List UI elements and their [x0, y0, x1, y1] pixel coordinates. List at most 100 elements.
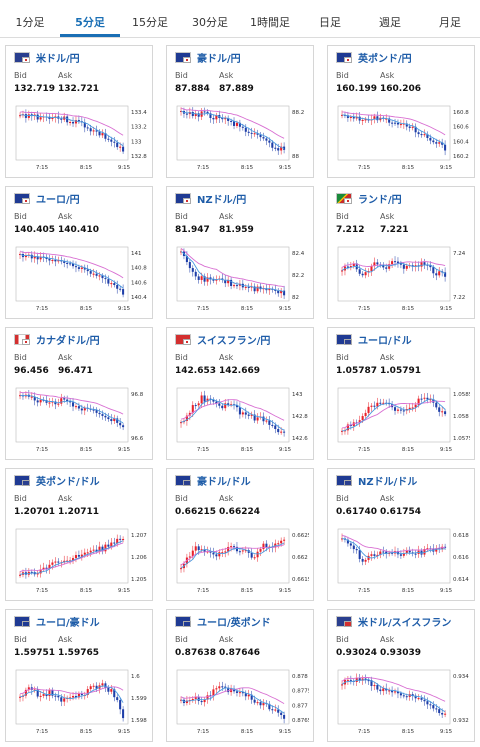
mini-chart[interactable]: 1.0585 1.058 1.0575 7:15 8:15 9:15 [334, 384, 470, 459]
candle-down [92, 409, 95, 411]
candle-down [113, 283, 116, 286]
candle-down [83, 267, 86, 270]
tab-5[interactable]: 日足 [319, 16, 341, 29]
pair-link[interactable]: ランド/円 [358, 195, 402, 206]
rate-card[interactable]: カナダドル/円 Bid Ask 96.456 96.471 96.8 96.6 7:15 8:1… [5, 327, 153, 460]
tab-3[interactable]: 30分足 [192, 16, 228, 29]
candle-up [39, 569, 42, 574]
mini-chart[interactable]: 133.4 133.2 133 132.8 7:15 8:15 9:15 [12, 102, 148, 177]
ask-value: 96.471 [58, 366, 93, 376]
rate-card[interactable]: ランド/円 Bid Ask 7.212 7.221 7.24 7.22 7:15 8:15 9:1… [327, 186, 475, 319]
x-tick-label: 9:15 [440, 306, 453, 312]
candle-down [247, 286, 250, 288]
candle-down [224, 686, 227, 688]
mini-chart[interactable]: 82.4 82.2 82 7:15 8:15 9:15 [173, 243, 309, 318]
chart-frame [15, 105, 129, 161]
candle-down [218, 403, 221, 406]
candle-down [227, 118, 230, 121]
mini-chart[interactable]: 160.8 160.6 160.4 160.2 7:15 8:15 9:15 [334, 102, 470, 177]
candle-down [391, 122, 394, 124]
x-tick-label: 8:15 [241, 306, 254, 312]
pair-link[interactable]: ユーロ/ドル [358, 336, 412, 347]
candle-down [203, 549, 206, 552]
tab-4[interactable]: 1時間足 [250, 16, 290, 29]
mini-chart[interactable]: 1.6 1.599 1.598 7:15 8:15 9:15 [12, 666, 148, 741]
candle-up [352, 263, 355, 267]
candle-down [379, 689, 382, 692]
mini-chart[interactable]: 96.8 96.6 7:15 8:15 9:15 [12, 384, 148, 459]
y-tick-label: 82.2 [292, 273, 304, 279]
rate-card[interactable]: 米ドル/スイスフラン Bid Ask 0.93024 0.93039 0.934 0.932… [327, 609, 475, 742]
rate-card[interactable]: 豪ドル/円 Bid Ask 87.884 87.889 88.2 88 7:15 8:15 9:1… [166, 45, 314, 178]
mini-chart[interactable]: 0.618 0.616 0.614 7:15 8:15 9:15 [334, 525, 470, 600]
candle-down [233, 546, 236, 548]
candle-up [98, 275, 101, 277]
ask-label: Ask [58, 635, 73, 644]
mini-chart[interactable]: 141 140.8 140.6 140.4 7:15 8:15 9:15 [12, 243, 148, 318]
rate-card[interactable]: ユーロ/英ポンドBidAsk0.876380.876460.8780.87750… [166, 609, 314, 742]
candle-up [441, 411, 444, 413]
ask-label: Ask [380, 353, 395, 362]
rate-card[interactable]: ユーロ/円 Bid Ask 140.405 140.410 141 140.8 140.6 14… [5, 186, 153, 319]
tab-7[interactable]: 月足 [439, 16, 461, 29]
pair-link[interactable]: ユーロ/豪ドル [36, 618, 100, 629]
candle-up [268, 288, 271, 291]
pair-link[interactable]: NZドル/ドル [358, 477, 418, 488]
mini-chart[interactable]: 88.2 88 7:15 8:15 9:15 [173, 102, 309, 177]
pair-link[interactable]: 米ドル/スイスフラン [358, 618, 452, 629]
tab-6[interactable]: 週足 [379, 16, 401, 29]
candle-down [394, 261, 397, 263]
mini-chart[interactable]: 0.6625 0.662 0.6615 7:15 8:15 9:15 [173, 525, 309, 600]
tab-2[interactable]: 15分足 [132, 16, 168, 29]
pair-link[interactable]: 豪ドル/ドル [197, 477, 251, 488]
candle-down [77, 120, 80, 122]
mini-chart[interactable]: 143 142.8 142.6 7:15 8:15 9:15 [173, 384, 309, 459]
y-tick-label: 0.8775 [292, 689, 309, 695]
y-tick-label: 82.4 [292, 251, 305, 257]
rate-card[interactable]: 豪ドル/ドルBidAsk0.662150.662240.66250.6620.6… [166, 468, 314, 601]
candle-down [259, 134, 262, 138]
candle-up [230, 404, 233, 406]
tab-1[interactable]: 5分足 [60, 8, 120, 37]
mini-chart[interactable]: 0.934 0.932 7:15 8:15 9:15 [334, 666, 470, 741]
candle-down [197, 276, 200, 280]
pair-link[interactable]: 米ドル/円 [36, 54, 80, 65]
mini-chart[interactable]: 0.878 0.8775 0.877 0.8765 7:15 8:15 9:15 [173, 666, 309, 741]
candle-down [227, 687, 230, 693]
candle-down [420, 698, 423, 700]
candle-up [256, 286, 259, 292]
pair-link[interactable]: 豪ドル/円 [197, 54, 241, 65]
candle-down [51, 690, 54, 696]
pair-link[interactable]: ユーロ/英ポンド [197, 618, 271, 629]
pair-link[interactable]: ユーロ/円 [36, 195, 80, 206]
candle-down [244, 127, 247, 132]
rate-card[interactable]: 米ドル/円 Bid Ask 132.719 132.721 133.4 133.2 133 13… [5, 45, 153, 178]
candle-up [370, 554, 373, 556]
candle-down [277, 290, 280, 294]
rate-card[interactable]: 英ポンド/円 Bid Ask 160.199 160.206 160.8 160.6 160.… [327, 45, 475, 178]
rate-card[interactable]: ユーロ/豪ドル Bid Ask 1.59751 1.59765 1.6 1.599 1.598… [5, 609, 153, 742]
rate-card[interactable]: 英ポンド/ドル Bid Ask 1.20701 1.20711 1.207 1.206 1.2… [5, 468, 153, 601]
ma-long-line [180, 248, 285, 288]
candle-up [238, 692, 241, 694]
candle-down [274, 147, 277, 149]
candle-down [382, 551, 385, 553]
candle-up [259, 549, 262, 552]
pair-link[interactable]: スイスフラン/円 [197, 336, 271, 347]
candle-down [197, 696, 200, 701]
pair-link[interactable]: 英ポンド/円 [358, 54, 412, 65]
rate-card[interactable]: NZドル/ドル Bid Ask 0.61740 0.61754 0.618 0.616 0.6… [327, 468, 475, 601]
pair-link[interactable]: カナダドル/円 [36, 336, 100, 347]
candle-up [200, 395, 203, 404]
rate-card[interactable]: スイスフラン/円 Bid Ask 142.653 142.669 143 142.8 142.… [166, 327, 314, 460]
pair-link[interactable]: 英ポンド/ドル [36, 477, 100, 488]
candle-up [19, 574, 22, 576]
candle-down [215, 554, 218, 557]
rate-card[interactable]: ユーロ/ドルBidAsk1.057871.057911.05851.0581.0… [327, 327, 475, 460]
candle-down [116, 697, 119, 701]
mini-chart[interactable]: 1.207 1.206 1.205 7:15 8:15 9:15 [12, 525, 148, 600]
tab-0[interactable]: 1分足 [15, 16, 45, 29]
mini-chart[interactable]: 7.24 7.22 7:15 8:15 9:15 [334, 243, 470, 318]
rate-card[interactable]: NZドル/円 Bid Ask 81.947 81.959 82.4 82.2 82 7:15 8:… [166, 186, 314, 319]
pair-link[interactable]: NZドル/円 [197, 195, 247, 206]
